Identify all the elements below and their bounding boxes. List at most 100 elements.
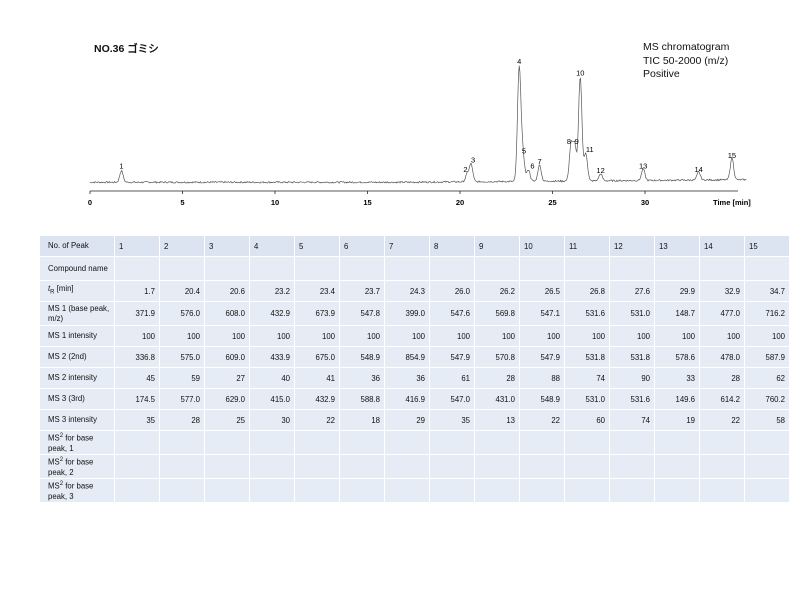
table-cell: 60 [565,410,609,430]
table-cell: 24.3 [385,281,429,301]
x-tick-label: 5 [180,198,184,207]
table-cell: 5 [295,236,339,256]
row-ms2: MS 2 (2nd) 336.8 575.0 609.0 433.9 675.0… [40,347,789,367]
peak-label: 15 [728,151,736,160]
info-line-1: MS chromatogram [643,41,730,53]
table-cell: 149.6 [655,389,699,409]
row-ms3: MS 3 (3rd) 174.5 577.0 629.0 415.0 432.9… [40,389,789,409]
table-cell: 100 [205,326,249,346]
x-tick-label: 15 [363,198,371,207]
peak-label: 2 [463,165,467,174]
table-cell: 432.9 [295,389,339,409]
row-label: MS2 for base peak, 1 [40,431,114,454]
table-cell: 2 [160,236,204,256]
peak-label: 12 [596,166,604,175]
row-label-text: [min] [56,284,74,294]
table-cell: 35 [430,410,474,430]
table-cell: 433.9 [250,347,294,367]
table-cell: 477.0 [700,302,744,325]
table-cell: 548.9 [520,389,564,409]
table-cell: 100 [385,326,429,346]
table-cell: 547.8 [340,302,384,325]
table-cell: 100 [475,326,519,346]
table-cell: 28 [700,368,744,388]
row-label: MS 2 (2nd) [40,347,114,367]
row-msn-base-peak-2: MS2 for base peak, 2 [40,455,789,478]
row-label: MS 1 (base peak, m/z) [40,302,114,325]
table-cell: 675.0 [295,347,339,367]
table-cell: 6 [340,236,384,256]
table-cell: 36 [340,368,384,388]
table-cell: 531.8 [565,347,609,367]
row-label: MS 2 intensity [40,368,114,388]
info-line-2: TIC 50-2000 (m/z) [643,54,729,67]
table-cell: 28 [475,368,519,388]
table-cell: 25 [205,410,249,430]
row-label: tR [min] [40,281,114,301]
table-cell: 547.6 [430,302,474,325]
table-cell: 22 [700,410,744,430]
row-label: MS 3 intensity [40,410,114,430]
table-cell: 1 [115,236,159,256]
table-cell: 36 [385,368,429,388]
table-cell: 547.9 [430,347,474,367]
table-cell: 578.6 [655,347,699,367]
table-cell: 26.8 [565,281,609,301]
row-ms3-intensity: MS 3 intensity 35 28 25 30 22 18 29 35 1… [40,410,789,430]
table-cell: 14 [700,236,744,256]
row-ms2-intensity: MS 2 intensity 45 59 27 40 41 36 36 61 2… [40,368,789,388]
table-cell: 416.9 [385,389,429,409]
table-cell: 336.8 [115,347,159,367]
table-cell: 18 [340,410,384,430]
chromatogram-info: MS chromatogram TIC 50-2000 (m/z) Positi… [643,41,729,82]
table-cell: 629.0 [205,389,249,409]
table-cell: 569.8 [475,302,519,325]
table-cell: 13 [475,410,519,430]
table-cell: 8 [430,236,474,256]
table-cell: 45 [115,368,159,388]
peak-label: 6 [530,161,534,170]
table-cell: 100 [745,326,789,346]
table-cell: 33 [655,368,699,388]
table-cell: 531.0 [610,302,654,325]
table-cell: 10 [520,236,564,256]
table-cell: 34.7 [745,281,789,301]
table-cell: 415.0 [250,389,294,409]
table-cell: 74 [610,410,654,430]
peak-label: 8 [567,137,571,146]
table-cell: 20.4 [160,281,204,301]
table-cell: 29.9 [655,281,699,301]
x-tick-label: 20 [456,198,464,207]
table-cell: 100 [430,326,474,346]
table-cell: 7 [385,236,429,256]
table-cell: 673.9 [295,302,339,325]
table-cell: 531.6 [610,389,654,409]
table-cell: 100 [655,326,699,346]
row-ms1: MS 1 (base peak, m/z) 371.9 576.0 608.0 … [40,302,789,325]
peak-label: 4 [517,57,521,66]
table-cell: 26.5 [520,281,564,301]
row-msn-base-peak-1: MS2 for base peak, 1 [40,431,789,454]
table-cell: 100 [160,326,204,346]
table-cell: 588.8 [340,389,384,409]
table-cell: 100 [565,326,609,346]
table-cell: 90 [610,368,654,388]
table-cell: 547.0 [430,389,474,409]
table-cell: 174.5 [115,389,159,409]
info-line-3: Positive [643,68,680,80]
table-cell: 32.9 [700,281,744,301]
table-cell: 62 [745,368,789,388]
table-cell: 22 [520,410,564,430]
table-cell: 577.0 [160,389,204,409]
table-cell: 3 [205,236,249,256]
row-label: Compound name [40,257,114,280]
table-cell: 88 [520,368,564,388]
x-tick-label: 30 [641,198,649,207]
table-cell: 74 [565,368,609,388]
table-cell: 100 [250,326,294,346]
table-cell: 431.0 [475,389,519,409]
table-cell: 27 [205,368,249,388]
table-cell: 100 [520,326,564,346]
table-cell: 23.4 [295,281,339,301]
table-cell: 371.9 [115,302,159,325]
